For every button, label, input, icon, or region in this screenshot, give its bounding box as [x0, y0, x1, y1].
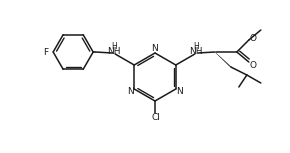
Text: O: O [249, 34, 256, 43]
Text: F: F [44, 47, 49, 56]
Text: O: O [249, 60, 256, 69]
Text: Cl: Cl [152, 114, 160, 123]
Polygon shape [215, 52, 232, 68]
Text: H: H [193, 41, 199, 50]
Text: N: N [176, 87, 183, 96]
Text: H: H [111, 41, 117, 50]
Text: NH: NH [107, 47, 121, 56]
Text: N: N [152, 44, 158, 53]
Text: NH: NH [189, 47, 203, 56]
Text: N: N [127, 87, 134, 96]
